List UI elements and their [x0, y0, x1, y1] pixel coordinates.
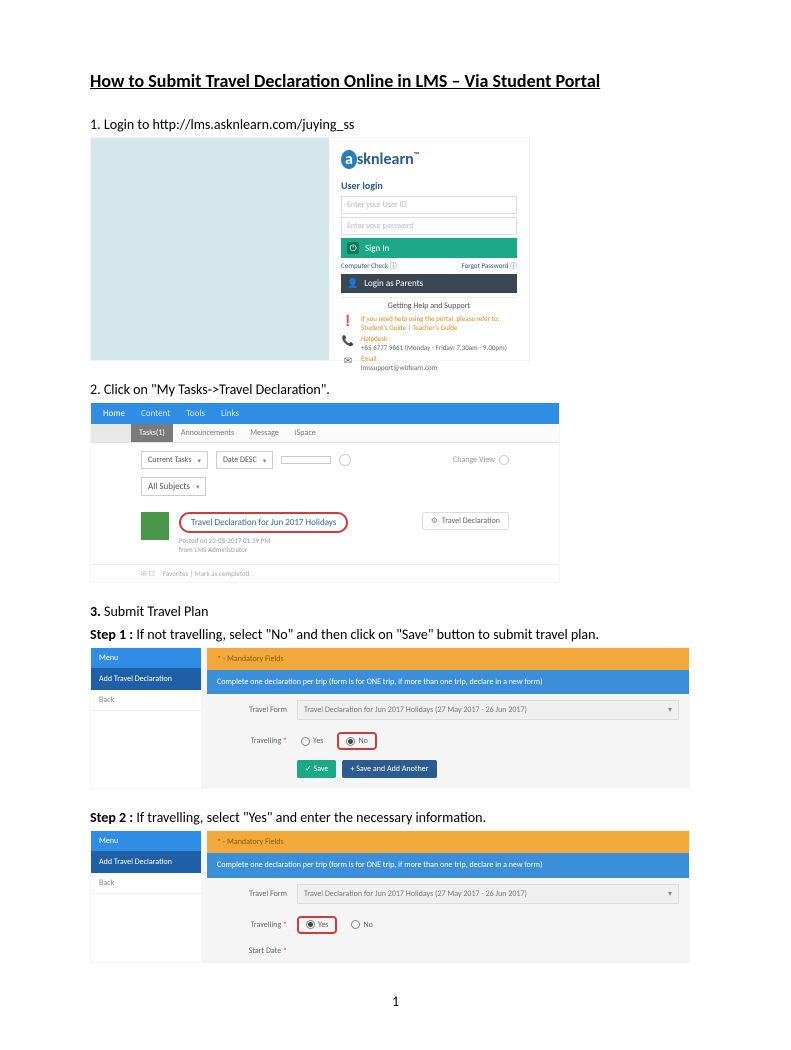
tab-message[interactable]: Message [242, 424, 287, 442]
mandatory-banner: * - Mandatory Fields [207, 648, 689, 670]
step3-label: 3. Submit Travel Plan [90, 603, 701, 620]
travel-form-label: Travel Form [217, 889, 287, 899]
save-button[interactable]: ✓ Save [297, 760, 336, 778]
side-add[interactable]: Add Travel Declaration [91, 668, 201, 690]
side-add[interactable]: Add Travel Declaration [91, 851, 201, 873]
step3b-label: Step 2 : If travelling, select "Yes" and… [90, 809, 701, 826]
tab-tasks[interactable]: Tasks(1) [131, 424, 173, 442]
tasks-screenshot: Home Content Tools Links Tasks(1) Announ… [90, 402, 560, 583]
nav-home[interactable]: Home [103, 408, 125, 419]
radio-no[interactable]: No [342, 734, 371, 748]
nav-links[interactable]: Links [221, 408, 239, 419]
save-add-button[interactable]: + Save and Add Another [342, 760, 436, 778]
computer-check-link[interactable]: Computer Check ⓘ [341, 261, 397, 271]
side-back[interactable]: Back [91, 873, 201, 894]
power-icon: ⏻ [347, 242, 359, 254]
radio-yes[interactable]: Yes [297, 734, 327, 748]
side-menu[interactable]: Menu [91, 648, 201, 668]
side-menu[interactable]: Menu [91, 831, 201, 851]
nav-bar: Home Content Tools Links [91, 403, 559, 424]
logo: asknlearn™ [341, 150, 517, 169]
start-date-label: Start Date * [217, 946, 287, 956]
tab-ispace[interactable]: iSpace [287, 424, 324, 442]
side-back[interactable]: Back [91, 690, 201, 711]
travel-form-label: Travel Form [217, 705, 287, 715]
form-yes-screenshot: Menu Add Travel Declaration Back * - Man… [90, 830, 690, 962]
travel-declaration-button[interactable]: ⚙ Travel Declaration [422, 512, 509, 530]
travelling-label: Travelling * [217, 920, 287, 930]
instruction-banner: Complete one declaration per trip (form … [207, 670, 689, 694]
travelling-label: Travelling * [217, 736, 287, 746]
info-icon: ❗ [341, 314, 355, 332]
nav-content[interactable]: Content [141, 408, 170, 419]
travel-form-select[interactable]: Travel Declaration for Jun 2017 Holidays… [297, 884, 679, 904]
userid-input[interactable]: Enter your User ID [341, 196, 517, 214]
password-input[interactable]: Enter your password [341, 217, 517, 235]
radio-no[interactable]: No [347, 918, 376, 932]
email-icon: ✉ [341, 354, 355, 372]
avatar [141, 512, 169, 540]
form-no-screenshot: Menu Add Travel Declaration Back * - Man… [90, 647, 690, 789]
page-number: 1 [90, 993, 701, 1010]
user-icon: 👤 [347, 278, 358, 289]
travel-form-select[interactable]: Travel Declaration for Jun 2017 Holidays… [297, 700, 679, 720]
help-header: Getting Help and Support [341, 297, 517, 311]
user-login-header: User login [341, 179, 517, 192]
login-screenshot: asknlearn™ User login Enter your User ID… [90, 137, 530, 361]
refresh-icon[interactable] [339, 454, 351, 466]
signin-button[interactable]: ⏻ Sign In [341, 238, 517, 258]
mandatory-banner: * - Mandatory Fields [207, 831, 689, 853]
travel-declaration-link[interactable]: Travel Declaration for Jun 2017 Holidays [179, 512, 348, 533]
current-tasks-select[interactable]: Current Tasks [141, 451, 208, 469]
phone-icon: 📞 [341, 334, 355, 352]
step1-label: 1. Login to http://lms.asknlearn.com/juy… [90, 116, 701, 133]
tab-announcements[interactable]: Announcements [173, 424, 242, 442]
forgot-password-link[interactable]: Forgot Password ⓘ [461, 261, 517, 271]
step3a-label: Step 1 : If not travelling, select "No" … [90, 626, 701, 643]
all-subjects-select[interactable]: All Subjects [141, 477, 206, 496]
nav-tools[interactable]: Tools [186, 408, 205, 419]
change-view-link[interactable]: Change View [453, 455, 509, 465]
page-title: How to Submit Travel Declaration Online … [90, 70, 701, 92]
radio-yes[interactable]: Yes [302, 918, 332, 932]
login-parents-button[interactable]: 👤 Login as Parents [341, 274, 517, 293]
step2-label: 2. Click on "My Tasks->Travel Declaratio… [90, 381, 701, 398]
date-sort-select[interactable]: Date DESC [216, 451, 273, 469]
gear-icon: ⚙ [431, 516, 438, 526]
instruction-banner: Complete one declaration per trip (form … [207, 853, 689, 877]
